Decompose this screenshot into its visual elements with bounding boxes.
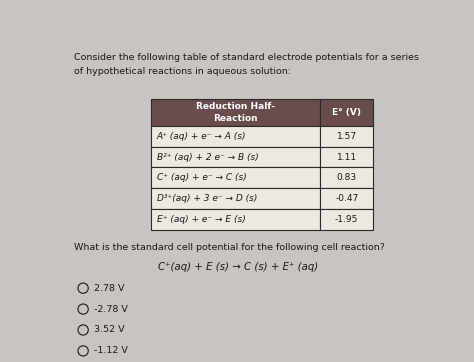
Text: 1.11: 1.11 <box>337 152 357 161</box>
Bar <box>320 126 374 147</box>
Text: -2.78 V: -2.78 V <box>94 304 128 313</box>
Text: Consider the following table of standard electrode potentials for a series: Consider the following table of standard… <box>74 53 419 62</box>
Bar <box>151 147 320 168</box>
Text: Reduction Half-
Reaction: Reduction Half- Reaction <box>196 102 275 123</box>
Text: C⁺ (aq) + e⁻ → C (s): C⁺ (aq) + e⁻ → C (s) <box>156 173 246 182</box>
Text: 2.78 V: 2.78 V <box>94 284 125 292</box>
Text: 0.83: 0.83 <box>337 173 357 182</box>
Bar <box>320 209 374 230</box>
Bar <box>151 188 320 209</box>
Bar <box>151 99 320 126</box>
Text: E⁺ (aq) + e⁻ → E (s): E⁺ (aq) + e⁻ → E (s) <box>156 215 246 224</box>
Bar <box>151 209 320 230</box>
Text: A⁺ (aq) + e⁻ → A (s): A⁺ (aq) + e⁻ → A (s) <box>156 132 246 140</box>
Text: B²⁺ (aq) + 2 e⁻ → B (s): B²⁺ (aq) + 2 e⁻ → B (s) <box>156 152 258 161</box>
Text: 1.57: 1.57 <box>337 132 357 140</box>
Text: -1.12 V: -1.12 V <box>94 346 128 355</box>
Text: What is the standard cell potential for the following cell reaction?: What is the standard cell potential for … <box>74 243 385 252</box>
Bar <box>320 147 374 168</box>
Text: 3.52 V: 3.52 V <box>94 325 125 334</box>
Bar <box>320 168 374 188</box>
Bar <box>320 99 374 126</box>
Bar <box>320 188 374 209</box>
Text: of hypothetical reactions in aqueous solution:: of hypothetical reactions in aqueous sol… <box>74 67 291 76</box>
Text: C⁺(aq) + E (s) → C (s) + E⁺ (aq): C⁺(aq) + E (s) → C (s) + E⁺ (aq) <box>158 262 319 272</box>
Text: E° (V): E° (V) <box>332 108 361 117</box>
Bar <box>151 168 320 188</box>
Text: D³⁺(aq) + 3 e⁻ → D (s): D³⁺(aq) + 3 e⁻ → D (s) <box>156 194 257 203</box>
Text: -1.95: -1.95 <box>335 215 358 224</box>
Bar <box>151 126 320 147</box>
Text: -0.47: -0.47 <box>335 194 358 203</box>
